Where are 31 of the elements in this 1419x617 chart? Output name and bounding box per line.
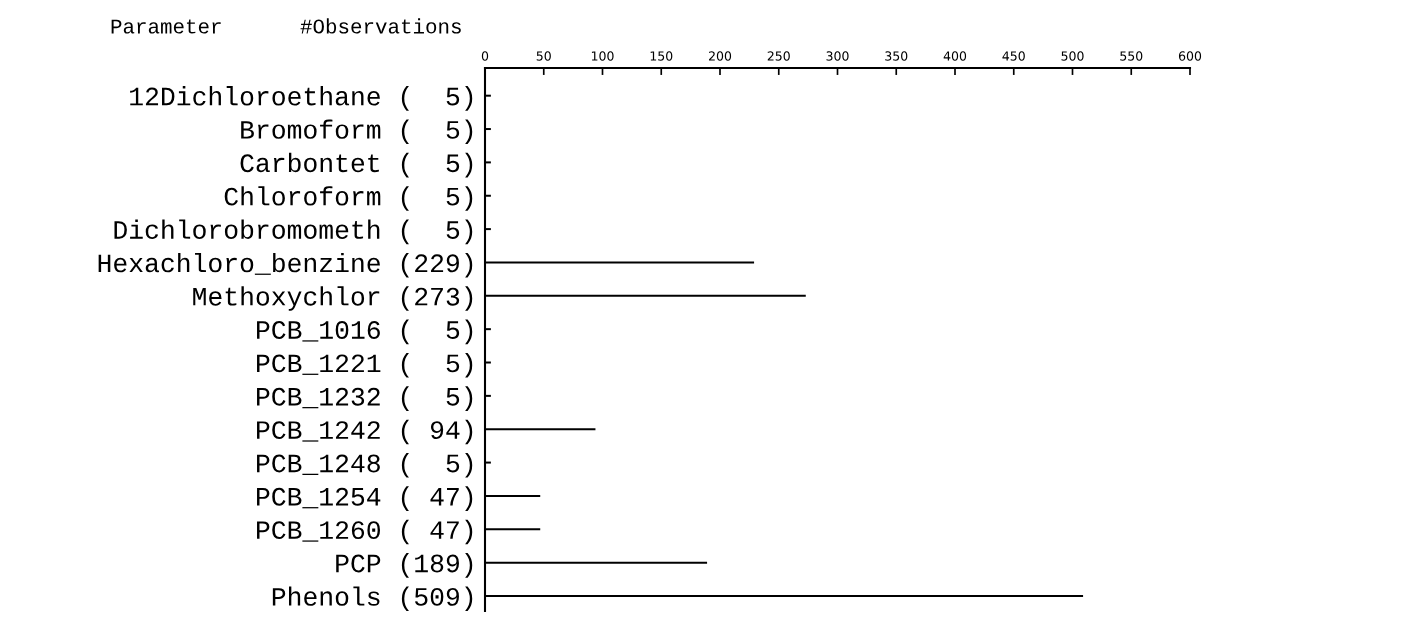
category-label: Bromoform ( 5) <box>241 119 473 145</box>
text: #Observations <box>300 18 461 34</box>
x-tick-label: 450 <box>1002 51 1025 61</box>
category-label: Chloroform ( 5) <box>224 186 473 211</box>
category-label: PCB_1232 ( 5) <box>257 386 473 411</box>
category-label: Methoxychlor (273) <box>193 286 473 311</box>
category-label: Dichlorobromometh ( 5) <box>114 219 473 245</box>
x-tick-label: 50 <box>536 51 551 61</box>
category-label: Phenols (509) <box>272 586 473 612</box>
category-label: PCP (189) <box>336 553 473 578</box>
x-tick-label: 600 <box>1178 51 1202 61</box>
x-tick-label: 200 <box>708 51 732 61</box>
x-tick-label: 550 <box>1120 51 1143 61</box>
category-label: PCB_1248 ( 5) <box>257 453 473 478</box>
category-label: PCB_1254 ( 47) <box>257 486 473 511</box>
x-tick-label: 250 <box>767 51 790 61</box>
x-tick-label: 500 <box>1061 51 1084 61</box>
category-label: PCB_1242 ( 94) <box>257 419 473 445</box>
text: Parameter <box>111 19 221 34</box>
category-label: 12Dichloroethane ( 5) <box>130 86 473 111</box>
category-label: PCB_1016 ( 5) <box>257 319 473 345</box>
x-tick-label: 100 <box>591 51 614 61</box>
category-label: PCB_1221 ( 5) <box>257 352 473 378</box>
category-label: Carbontet ( 5) <box>240 152 473 178</box>
x-tick-label: 0 <box>481 51 489 61</box>
category-label: PCB_1260 ( 47) <box>257 519 473 545</box>
x-tick-label: 150 <box>650 51 673 61</box>
x-tick-label: 300 <box>826 51 849 61</box>
x-tick-label: 350 <box>885 51 908 61</box>
x-tick-label: 400 <box>943 51 967 61</box>
category-label: Hexachloro_benzine (229) <box>98 252 473 278</box>
